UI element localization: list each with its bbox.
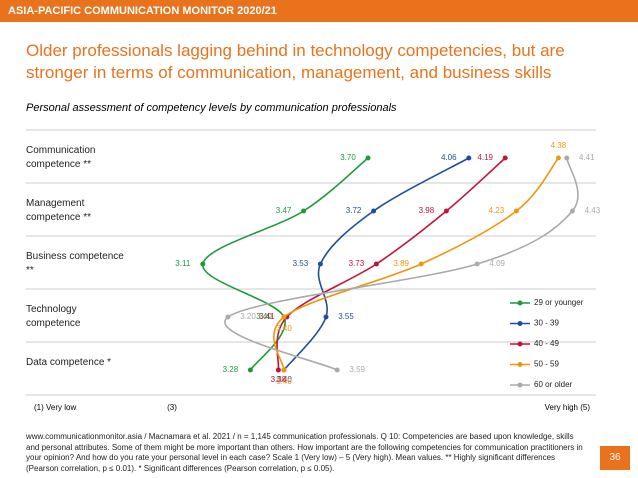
chart: Personal assessment of competency levels… — [26, 102, 601, 412]
row-label: Data competence * — [26, 357, 112, 368]
data-point — [281, 367, 287, 373]
data-point — [371, 208, 377, 214]
value-label: 3.28 — [223, 365, 239, 374]
value-label: 4.19 — [477, 153, 493, 162]
data-point — [247, 367, 253, 373]
legend-label: 29 or younger — [534, 298, 584, 307]
value-label: 3.55 — [338, 312, 354, 321]
x-axis-low-label: (1) Very low — [34, 403, 76, 412]
value-label: 4.41 — [579, 153, 595, 162]
legend-marker — [517, 341, 523, 347]
value-label: 3.70 — [340, 153, 356, 162]
value-label: 4.38 — [551, 141, 567, 150]
legend-marker — [517, 321, 523, 326]
value-label: 4.06 — [441, 153, 457, 162]
legend-marker — [517, 382, 523, 388]
data-point — [281, 314, 287, 320]
value-label: 3.98 — [419, 206, 435, 215]
legend-label: 60 or older — [534, 380, 573, 389]
legend-label: 40 - 49 — [534, 339, 559, 348]
value-label: 3.38 — [271, 375, 287, 384]
data-point — [334, 367, 340, 373]
header: ASIA-PACIFIC COMMUNICATION MONITOR 2020/… — [0, 0, 638, 22]
value-label: 3.41 — [259, 312, 275, 321]
data-point — [418, 261, 424, 267]
value-label: 3.40 — [256, 312, 272, 321]
value-label: 3.40 — [276, 375, 292, 384]
value-label: 4.09 — [489, 259, 505, 268]
value-label: 4.43 — [585, 206, 601, 215]
x-tick-label: (3) — [167, 403, 177, 412]
data-point — [301, 208, 307, 214]
value-label: 3.11 — [175, 259, 191, 268]
value-label: 3.59 — [349, 365, 365, 374]
value-label: 3.47 — [276, 206, 292, 215]
data-point — [373, 261, 379, 267]
series-line — [276, 157, 506, 371]
legend-label: 30 - 39 — [534, 319, 559, 328]
row-label: Business competence ** — [26, 251, 124, 276]
data-point — [225, 314, 231, 320]
chart-title: Personal assessment of competency levels… — [26, 102, 397, 114]
slide-title: Older professionals lagging behind in te… — [26, 41, 565, 82]
data-point — [502, 155, 508, 161]
value-label: 3.20 — [240, 312, 256, 321]
x-axis-high-label: Very high (5) — [545, 403, 591, 412]
data-point — [564, 155, 570, 161]
legend-label: 50 - 59 — [534, 360, 559, 369]
page-number: 36 — [600, 446, 630, 470]
value-label: 3.53 — [293, 259, 309, 268]
data-point — [474, 261, 480, 267]
value-label: 4.23 — [489, 206, 505, 215]
row-label: Technology competence — [26, 304, 81, 329]
legend-marker — [517, 362, 523, 367]
value-label: 3.40 — [276, 324, 292, 333]
value-label: 3.40 — [276, 377, 292, 386]
data-point — [513, 208, 519, 214]
series-line — [273, 157, 560, 371]
row-label: Communication competence ** — [26, 145, 96, 170]
data-point — [365, 155, 371, 161]
data-point — [555, 155, 561, 161]
series-line — [202, 157, 369, 371]
row-label: Management competence ** — [26, 198, 92, 223]
legend-marker — [517, 300, 523, 306]
value-label: 3.89 — [393, 259, 409, 268]
data-point — [443, 208, 449, 214]
data-point — [317, 261, 323, 267]
data-point — [569, 208, 575, 214]
value-label: 3.72 — [346, 206, 362, 215]
data-point — [275, 367, 281, 373]
footnote: www.communicationmonitor.asia / Macnamar… — [26, 432, 583, 473]
data-point — [466, 155, 472, 161]
value-label: 3.73 — [349, 259, 365, 268]
data-point — [200, 261, 206, 267]
data-point — [323, 314, 329, 320]
